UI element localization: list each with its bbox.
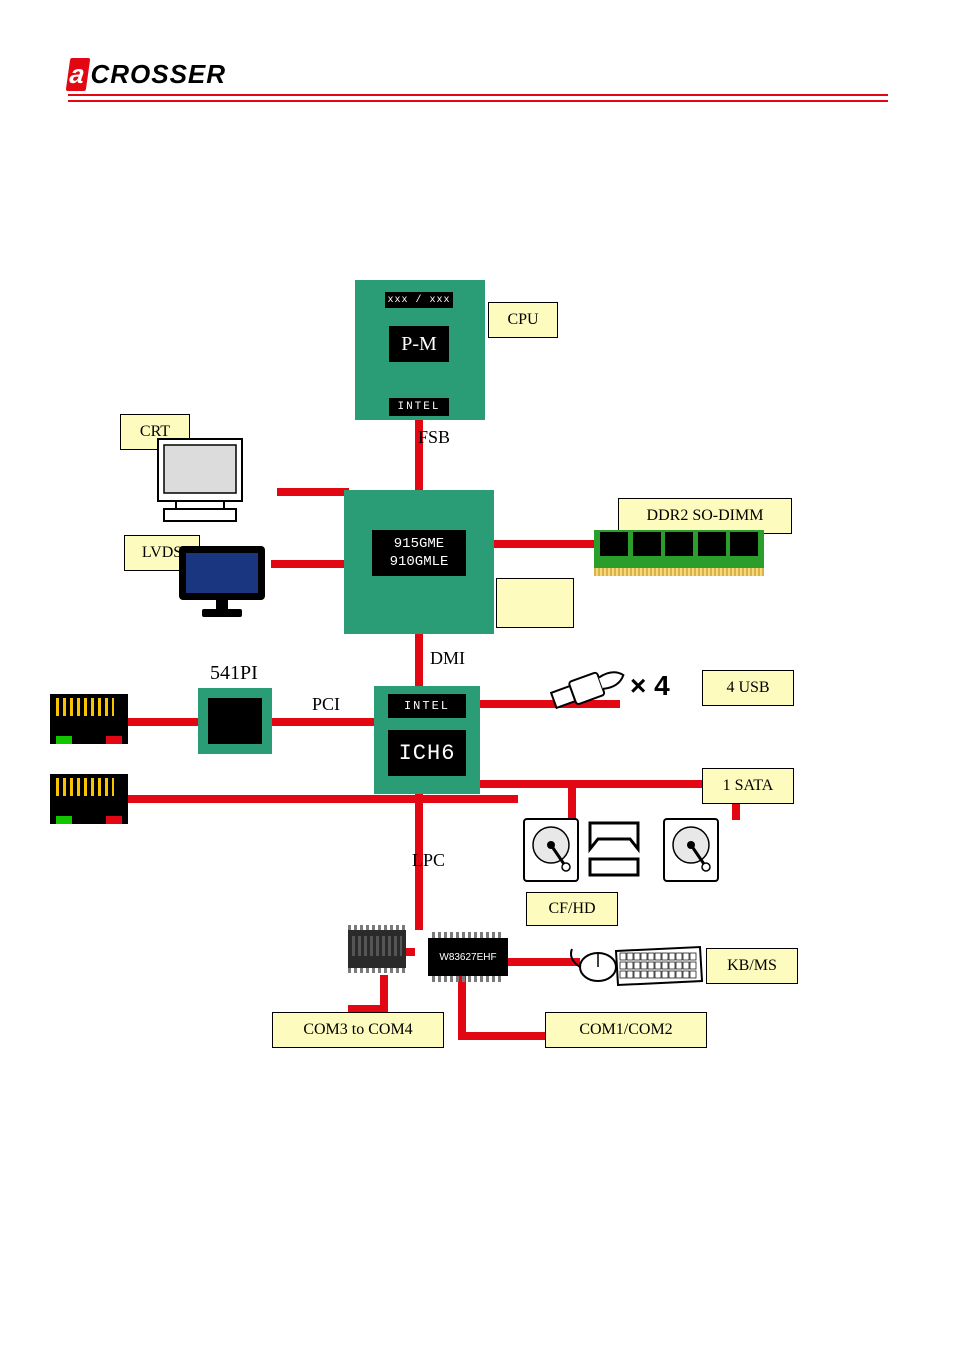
crt-monitor-icon [150, 435, 260, 525]
text-pci: PCI [312, 694, 340, 715]
ethernet-port-icon [50, 774, 128, 824]
bus-eth1-to-541 [128, 718, 198, 726]
label-kbms: KB/MS [706, 948, 798, 984]
bus-nb-to-sb [415, 634, 423, 694]
label-cfhd: CF/HD [526, 892, 618, 926]
text-x4: × 4 [630, 670, 670, 702]
cf-slot-icon [586, 815, 642, 879]
label-nb [496, 578, 574, 628]
bus-sb-to-eth2 [128, 795, 518, 803]
bus-nb-to-crt [277, 488, 349, 496]
bus-nb-to-lvds [271, 560, 349, 568]
text-541pi: 541PI [210, 662, 258, 685]
chip-541pi [198, 688, 272, 754]
block-diagram: xxx / xxxP-MINTEL 915GME910GMLE INTELICH6 C… [0, 0, 954, 1350]
label-cpu: CPU [488, 302, 558, 338]
mouse-icon [568, 945, 620, 985]
ethernet-port-icon [50, 694, 128, 744]
bus-lpc-v [415, 870, 423, 930]
usb-plug-icon [548, 668, 628, 710]
hdd-icon [660, 815, 722, 885]
label-com34: COM3 to COM4 [272, 1012, 444, 1048]
label-usb: 4 USB [702, 670, 794, 706]
chip-northbridge: 915GME910GMLE [344, 490, 494, 634]
hdd-icon [520, 815, 582, 885]
label-com12: COM1/COM2 [545, 1012, 707, 1048]
lcd-monitor-icon [178, 545, 274, 620]
bus-sb-to-541 [272, 718, 380, 726]
sio-chip: W83627EHF [428, 938, 508, 976]
text-fsb: FSB [418, 427, 450, 448]
chip-cpu: xxx / xxxP-MINTEL [355, 280, 485, 420]
label-ddr2: DDR2 SO-DIMM [618, 498, 792, 534]
bus-cfhd-v [568, 780, 576, 820]
text-lpc: LPC [412, 850, 445, 871]
chip-southbridge: INTELICH6 [374, 686, 480, 794]
ram-icon [594, 530, 764, 570]
text-dmi: DMI [430, 648, 465, 669]
bus-sio-down [458, 975, 466, 1040]
page: aCROSSER xxx / xxxP-MINTEL915GME910GMLEI… [0, 0, 954, 1350]
bus-nb-to-ram [494, 540, 594, 548]
keyboard-icon [614, 945, 704, 987]
bus-sb-to-sata-h [480, 780, 740, 788]
label-sata: 1 SATA [702, 768, 794, 804]
bios-chip-icon [348, 930, 406, 968]
